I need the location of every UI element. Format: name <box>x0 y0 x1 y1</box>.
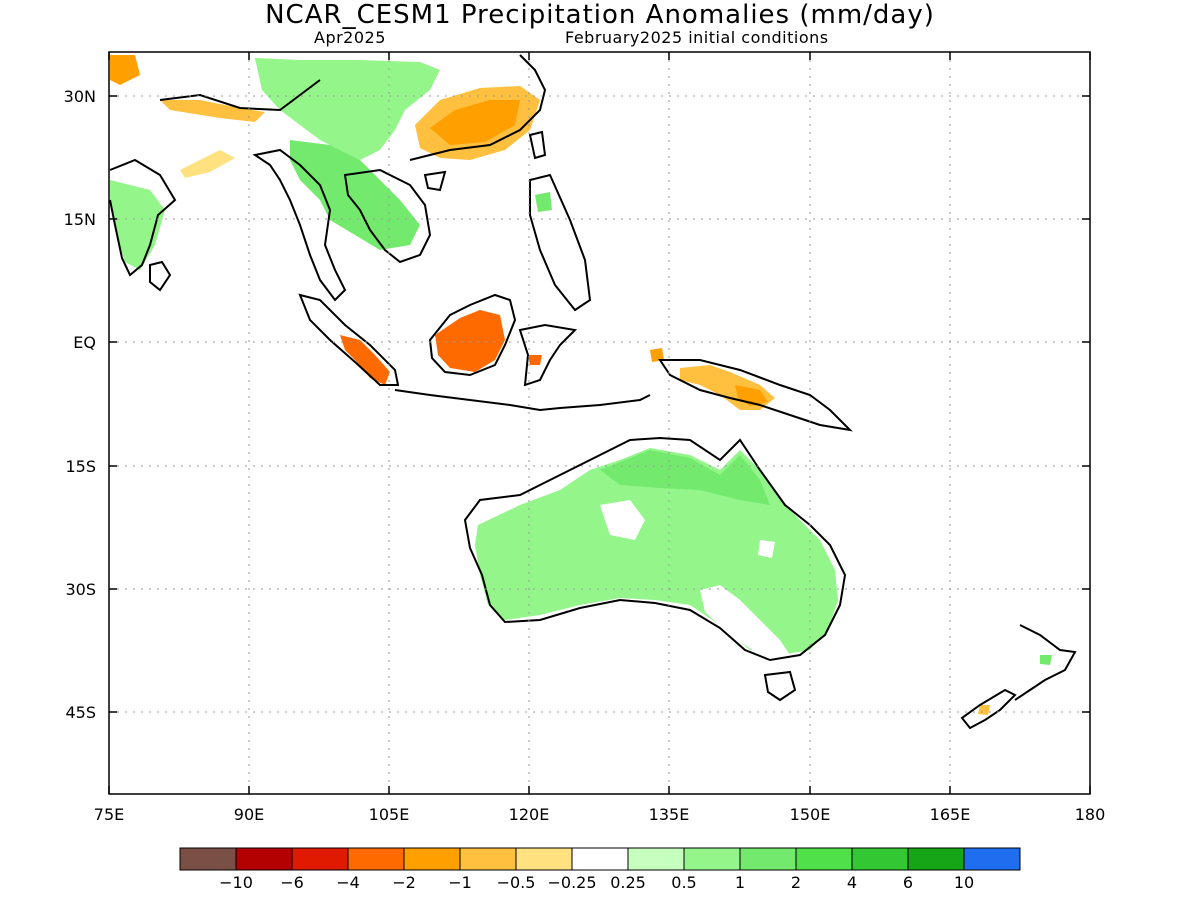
himalaya-border <box>159 79 321 112</box>
forecast-month: Apr2025 <box>314 28 386 47</box>
north-australia-wet-core <box>600 450 770 505</box>
lon-tick-label: 135E <box>649 805 690 824</box>
australia-coastline <box>463 436 847 662</box>
initial-conditions-label: February2025 initial conditions <box>565 28 829 47</box>
lon-tick-label: 150E <box>790 805 831 824</box>
philippines-coastline <box>529 173 592 312</box>
colorbar-label: −0.25 <box>547 873 596 892</box>
new-zealand-dry-patch <box>978 705 990 715</box>
new-guinea-coastline <box>658 359 853 432</box>
myanmar-thai-coastline <box>252 148 347 302</box>
colorbar-label: −0.5 <box>497 873 536 892</box>
anomaly-fills <box>110 55 1052 715</box>
lon-tick-label: 105E <box>369 805 410 824</box>
indochina-wet-region <box>290 140 420 250</box>
borneo-dry-region <box>435 310 505 372</box>
java-nusa-coastline <box>394 389 651 412</box>
lat-tick-label: 30N <box>64 87 96 106</box>
coastlines <box>109 54 1077 730</box>
sumatra-coastline <box>298 293 400 386</box>
new-zealand-wet-patch <box>1040 655 1052 665</box>
colorbar-label: −10 <box>219 873 253 892</box>
colorbar-swatch <box>963 847 1021 871</box>
colorbar: −10 −6 −4 −2 −1 −0.5 −0.25 0.25 0.5 1 2 4 6 10 <box>179 847 1021 892</box>
india-coastline <box>109 158 177 277</box>
nz-north-coastline <box>1014 624 1077 701</box>
colorbar-swatch <box>795 847 853 871</box>
lon-tick-label: 120E <box>509 805 550 824</box>
colorbar-swatch <box>571 847 629 871</box>
colorbar-swatch <box>851 847 909 871</box>
china-dry-core <box>430 100 520 145</box>
sulawesi-coastline <box>518 323 578 387</box>
lat-tick-label: 15N <box>64 210 96 229</box>
colorbar-swatch <box>515 847 573 871</box>
colorbar-label: 1 <box>735 873 745 892</box>
colorbar-label: 10 <box>954 873 974 892</box>
colorbar-label: 2 <box>791 873 801 892</box>
borneo-coastline <box>428 293 517 377</box>
lon-tick-label: 180 <box>1075 805 1106 824</box>
china-coastline <box>409 54 547 161</box>
map-background <box>109 52 1090 794</box>
colorbar-label: −4 <box>336 873 360 892</box>
sri-lanka-coastline <box>149 260 172 292</box>
colorbar-label: 4 <box>847 873 857 892</box>
colorbar-swatch <box>235 847 293 871</box>
colorbar-swatch <box>291 847 349 871</box>
lat-tick-label: EQ <box>73 333 96 352</box>
lon-tick-label: 90E <box>234 805 264 824</box>
himalaya-dry-region <box>160 100 265 122</box>
sulawesi-dry-patch <box>528 355 542 365</box>
longitude-axis: 75E 90E 105E 120E 135E 150E 165E 180 <box>94 52 1106 824</box>
colorbar-swatch <box>403 847 461 871</box>
australia-neutral-patch <box>600 500 645 540</box>
lon-tick-label: 75E <box>94 805 124 824</box>
colorbar-label: −2 <box>392 873 416 892</box>
southeast-australia-neutral <box>700 585 790 655</box>
philippines-wet-patch <box>535 192 552 212</box>
colorbar-swatch <box>907 847 965 871</box>
colorbar-swatch <box>683 847 741 871</box>
taiwan-coastline <box>528 130 547 160</box>
west-dry-region <box>110 55 140 85</box>
colorbar-label: 6 <box>903 873 913 892</box>
australia-neutral-patch-2 <box>758 540 775 558</box>
colorbar-swatch <box>627 847 685 871</box>
colorbar-swatch <box>179 847 237 871</box>
gridlines <box>109 52 1090 794</box>
hainan-coastline <box>423 170 447 192</box>
colorbar-label: −1 <box>448 873 472 892</box>
latitude-axis: 30N 15N EQ 15S 30S 45S <box>64 87 1090 722</box>
colorbar-swatch <box>459 847 517 871</box>
lat-tick-label: 30S <box>65 580 96 599</box>
colorbar-label: −6 <box>280 873 304 892</box>
indochina-coastline <box>343 168 432 264</box>
tasmania-coastline <box>763 670 797 702</box>
india-wet-region <box>110 180 165 270</box>
lon-tick-label: 165E <box>930 805 971 824</box>
chart-title: NCAR_CESM1 Precipitation Anomalies (mm/d… <box>265 0 935 30</box>
colorbar-label: 0.25 <box>610 873 646 892</box>
nz-south-coastline <box>960 688 1017 730</box>
colorbar-swatch <box>347 847 405 871</box>
tibet-wet-region <box>255 58 440 160</box>
india-dry-patch <box>180 150 235 178</box>
halmahera-dry-patch <box>650 348 664 362</box>
sumatra-dry-region <box>340 335 390 385</box>
lat-tick-label: 45S <box>65 703 96 722</box>
map-frame <box>108 51 1091 795</box>
colorbar-swatch <box>739 847 797 871</box>
lat-tick-label: 15S <box>65 457 96 476</box>
colorbar-label: 0.5 <box>671 873 696 892</box>
